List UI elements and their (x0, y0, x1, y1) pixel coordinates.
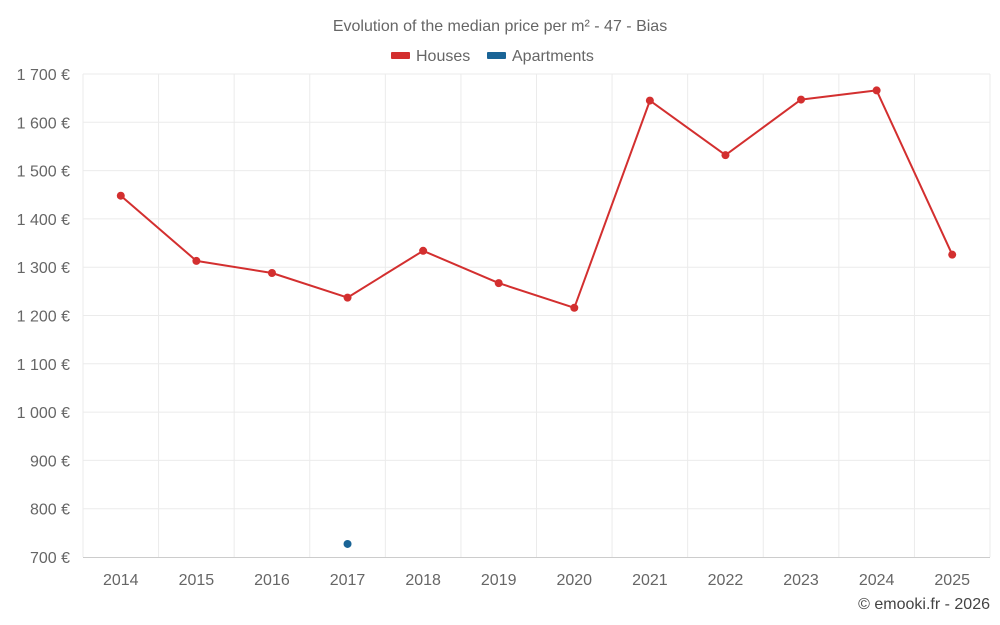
chart-title: Evolution of the median price per m² - 4… (333, 18, 667, 35)
series-layer (116, 86, 957, 548)
y-tick-label: 1 400 € (17, 212, 70, 229)
data-point-houses-2017[interactable] (343, 293, 352, 302)
series-houses (116, 86, 957, 312)
grid (82, 73, 991, 557)
data-point-apartments-2017[interactable] (343, 539, 352, 548)
x-tick-label: 2014 (103, 572, 139, 589)
y-tick-label: 1 700 € (17, 67, 70, 84)
data-point-houses-2022[interactable] (721, 151, 730, 160)
legend-item-apartments[interactable]: Apartments (487, 48, 594, 65)
data-point-houses-2015[interactable] (192, 256, 201, 265)
x-tick-label: 2018 (405, 572, 441, 589)
x-axis-labels: 2014 2015 2016 2017 2018 2019 2020 2021 2022 2023… (103, 572, 970, 589)
data-point-houses-2018[interactable] (419, 246, 428, 255)
data-point-houses-2023[interactable] (797, 95, 806, 104)
y-tick-label: 900 € (30, 453, 70, 470)
y-tick-label: 1 600 € (17, 115, 70, 132)
legend-label-apartments: Apartments (512, 48, 594, 65)
x-tick-label: 2019 (481, 572, 517, 589)
x-tick-label: 2025 (934, 572, 970, 589)
y-tick-label: 1 500 € (17, 164, 70, 181)
legend-item-houses[interactable]: Houses (391, 48, 470, 65)
series-apartments (343, 539, 352, 548)
data-point-houses-2019[interactable] (494, 279, 503, 288)
legend-swatch-apartments (487, 52, 506, 59)
y-tick-label: 1 200 € (17, 309, 70, 326)
x-tick-label: 2022 (708, 572, 744, 589)
data-point-houses-2014[interactable] (116, 191, 125, 200)
data-point-houses-2021[interactable] (645, 96, 654, 105)
x-tick-label: 2020 (556, 572, 592, 589)
y-tick-label: 1 100 € (17, 357, 70, 374)
y-tick-label: 800 € (30, 502, 70, 519)
legend-swatch-houses (391, 52, 410, 59)
x-tick-label: 2016 (254, 572, 290, 589)
y-tick-label: 1 000 € (17, 405, 70, 422)
legend-label-houses: Houses (416, 48, 470, 65)
y-axis-labels: 700 € 800 € 900 € 1 000 € 1 100 € 1 200 € 1 30… (17, 67, 70, 567)
x-tick-label: 2015 (179, 572, 215, 589)
data-point-houses-2016[interactable] (267, 268, 276, 277)
x-tick-label: 2023 (783, 572, 819, 589)
y-tick-label: 700 € (30, 550, 70, 567)
series-line-houses (120, 89, 954, 309)
x-tick-label: 2021 (632, 572, 668, 589)
legend: Houses Apartments (391, 48, 594, 65)
x-tick-label: 2024 (859, 572, 895, 589)
x-tick-label: 2017 (330, 572, 366, 589)
credit-text: © emooki.fr - 2026 (858, 596, 990, 613)
data-point-houses-2024[interactable] (872, 86, 881, 95)
data-point-houses-2025[interactable] (948, 250, 957, 259)
data-point-houses-2020[interactable] (570, 303, 579, 312)
y-tick-label: 1 300 € (17, 260, 70, 277)
